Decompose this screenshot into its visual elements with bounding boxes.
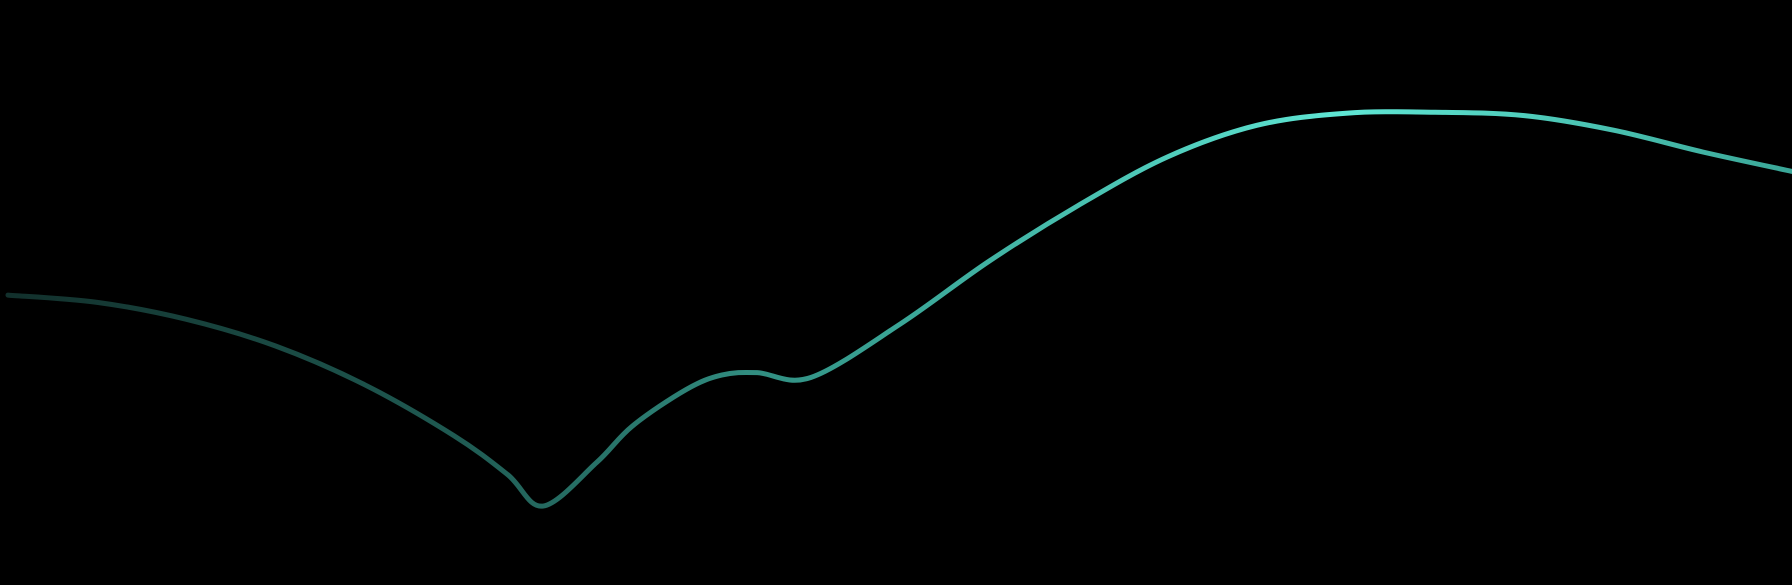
series-layer: [5, 109, 1792, 509]
series-line-0: [5, 109, 1792, 509]
